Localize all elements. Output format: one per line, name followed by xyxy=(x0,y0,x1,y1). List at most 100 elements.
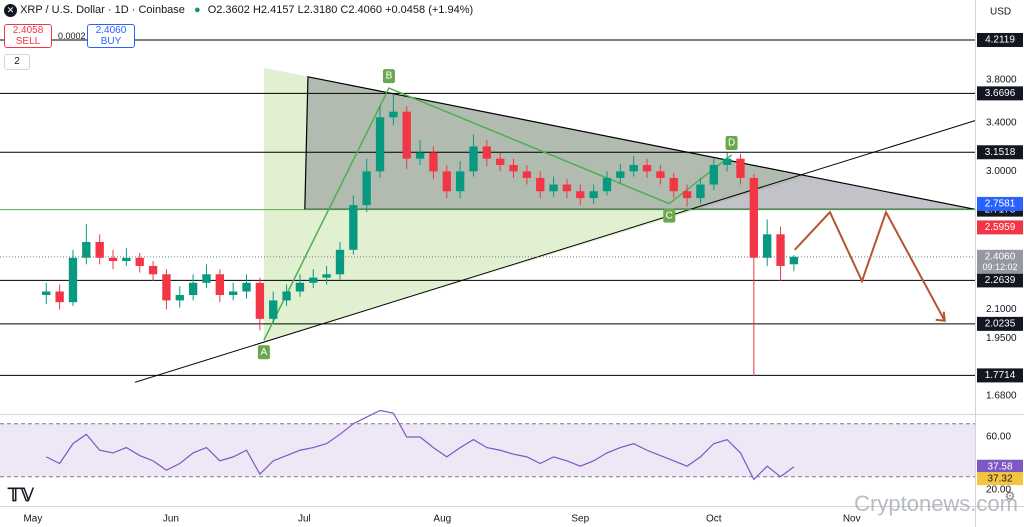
candle-body xyxy=(68,257,78,303)
candle-body xyxy=(536,177,545,192)
y-tick-label: 1.9500 xyxy=(986,333,1017,344)
rsi-value-bg xyxy=(977,459,1023,473)
y-tick-label: 1.6800 xyxy=(986,391,1017,402)
symbol[interactable]: XRP / U.S. Dollar · 1D · Coinbase xyxy=(20,4,185,16)
y-tick-label: 2.1000 xyxy=(986,304,1017,315)
candle-body xyxy=(415,152,425,159)
candle-body xyxy=(215,274,225,296)
candle-body xyxy=(616,171,625,178)
candle-body xyxy=(562,184,572,192)
candle-body xyxy=(429,152,438,172)
x-tick-label: May xyxy=(23,514,42,525)
watermark: Cryptonews.com xyxy=(854,491,1018,516)
level-label: 4.2119 xyxy=(985,35,1015,46)
candle-body xyxy=(549,184,558,192)
indicator-label: 2.5959 xyxy=(985,222,1016,233)
candle-body xyxy=(763,234,772,258)
x-tick-label: Jul xyxy=(298,514,311,525)
candle-body xyxy=(95,241,104,258)
candle-body xyxy=(188,282,198,296)
candle-body xyxy=(202,274,211,283)
green-zone xyxy=(263,67,806,343)
candle-body xyxy=(509,164,518,172)
indicators-toggle[interactable]: 2 xyxy=(4,54,30,70)
candle-body xyxy=(402,111,411,159)
candle-body xyxy=(148,265,158,275)
rsi-ma-bg xyxy=(977,472,1023,486)
candle-body xyxy=(749,177,759,258)
pattern-label-bg xyxy=(257,345,270,360)
candle-body xyxy=(349,205,358,250)
level-label-bg xyxy=(977,273,1023,288)
level-label: 3.1518 xyxy=(985,147,1016,158)
x-tick-label: Sep xyxy=(571,514,589,525)
candle-body xyxy=(242,282,251,292)
candle-body xyxy=(629,164,638,172)
candle-body xyxy=(469,146,478,172)
candle-body xyxy=(682,191,692,199)
rsi-tick-label: 60.00 xyxy=(986,432,1011,443)
candle-body xyxy=(282,291,291,301)
y-tick-label: 3.0000 xyxy=(986,166,1017,177)
candle-body xyxy=(602,177,612,192)
candle-body xyxy=(229,291,238,296)
candle-body xyxy=(122,257,131,262)
candle-body xyxy=(722,158,732,165)
buy-button[interactable]: 2.4060 BUY xyxy=(87,24,135,48)
x-tick-label: Oct xyxy=(706,514,722,525)
level-label: 1.7714 xyxy=(985,370,1016,381)
indicator-label: 2.7581 xyxy=(985,199,1016,210)
candle-body xyxy=(442,171,451,192)
candle-body xyxy=(455,171,465,192)
indicator-label-bg xyxy=(977,196,1023,211)
level-label-bg xyxy=(977,86,1023,101)
currency[interactable]: USD xyxy=(990,7,1011,18)
rsi-tick-label: 20.00 xyxy=(986,485,1011,496)
indicators-count: 2 xyxy=(14,56,20,67)
sell-button[interactable]: 2.4058 SELL xyxy=(4,24,52,48)
candle-body xyxy=(135,257,144,266)
level-label: 2.0235 xyxy=(985,319,1016,330)
level-label-bg xyxy=(977,32,1023,47)
candle-body xyxy=(789,256,799,265)
candle-body xyxy=(362,171,371,206)
projection-arrowhead xyxy=(935,311,946,322)
candle-body xyxy=(589,191,598,199)
settings-icon[interactable]: ⚙ xyxy=(1005,489,1016,503)
x-tick-label: Aug xyxy=(433,514,451,525)
rsi-band xyxy=(0,423,975,477)
candle-body xyxy=(108,257,118,262)
pattern-label-bg xyxy=(382,69,395,84)
candle-body xyxy=(656,171,665,178)
candle-body xyxy=(496,158,505,165)
projection xyxy=(794,209,946,322)
last-price-bg xyxy=(977,249,1023,274)
level-label-bg xyxy=(977,316,1023,331)
rsi-line xyxy=(46,409,795,481)
symbol-bar: ✕ XRP / U.S. Dollar · 1D · Coinbase ● O2… xyxy=(4,4,473,17)
candle-body xyxy=(309,277,318,283)
candle-body xyxy=(335,249,345,275)
level-label-bg xyxy=(977,145,1023,160)
level-label: 2.2639 xyxy=(985,275,1016,286)
candle-body xyxy=(736,158,745,178)
pattern-label: D xyxy=(728,138,735,149)
candle-body xyxy=(669,177,678,192)
candle-body xyxy=(375,117,385,172)
candle-body xyxy=(389,111,398,118)
y-tick-label: 3.4000 xyxy=(986,118,1017,129)
rsi-ma-value: 37.32 xyxy=(987,474,1012,485)
buy-price: 2.4060 xyxy=(95,25,127,36)
candle-body xyxy=(162,274,171,301)
status-dot: ● xyxy=(193,4,201,16)
candle-body xyxy=(522,171,532,178)
candle-body xyxy=(175,295,184,301)
candle-body xyxy=(82,241,91,258)
candle-body xyxy=(776,234,785,266)
x-tick-label: Jun xyxy=(163,514,179,525)
rsi-value: 37.58 xyxy=(987,461,1012,472)
candle-body xyxy=(42,291,51,296)
symbol-icon: ✕ xyxy=(4,4,17,17)
